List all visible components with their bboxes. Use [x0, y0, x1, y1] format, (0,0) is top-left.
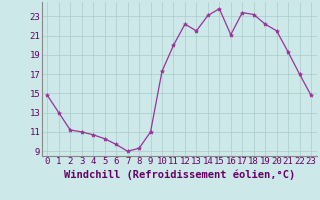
X-axis label: Windchill (Refroidissement éolien,°C): Windchill (Refroidissement éolien,°C): [64, 169, 295, 180]
